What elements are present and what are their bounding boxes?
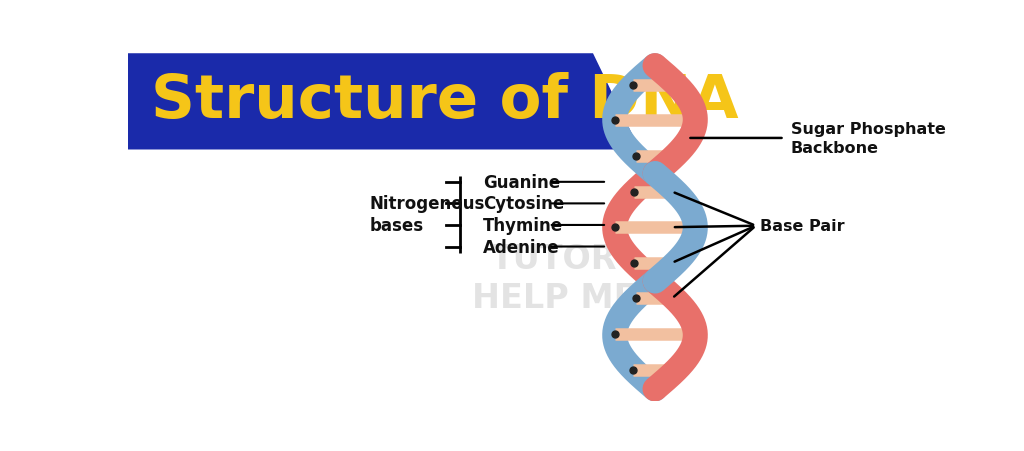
Text: Structure of DNA: Structure of DNA: [152, 72, 738, 131]
Text: Guanine: Guanine: [483, 174, 560, 191]
Text: Nitrogenous
bases: Nitrogenous bases: [370, 195, 485, 235]
Text: Adenine: Adenine: [483, 238, 559, 256]
Text: Thymine: Thymine: [483, 216, 563, 235]
Text: Sugar Phosphate
Backbone: Sugar Phosphate Backbone: [791, 122, 945, 156]
Text: TUTOR
HELP ME: TUTOR HELP ME: [472, 243, 637, 314]
Polygon shape: [128, 54, 640, 150]
Text: Base Pair: Base Pair: [760, 219, 844, 234]
Text: Cytosine: Cytosine: [483, 195, 564, 213]
